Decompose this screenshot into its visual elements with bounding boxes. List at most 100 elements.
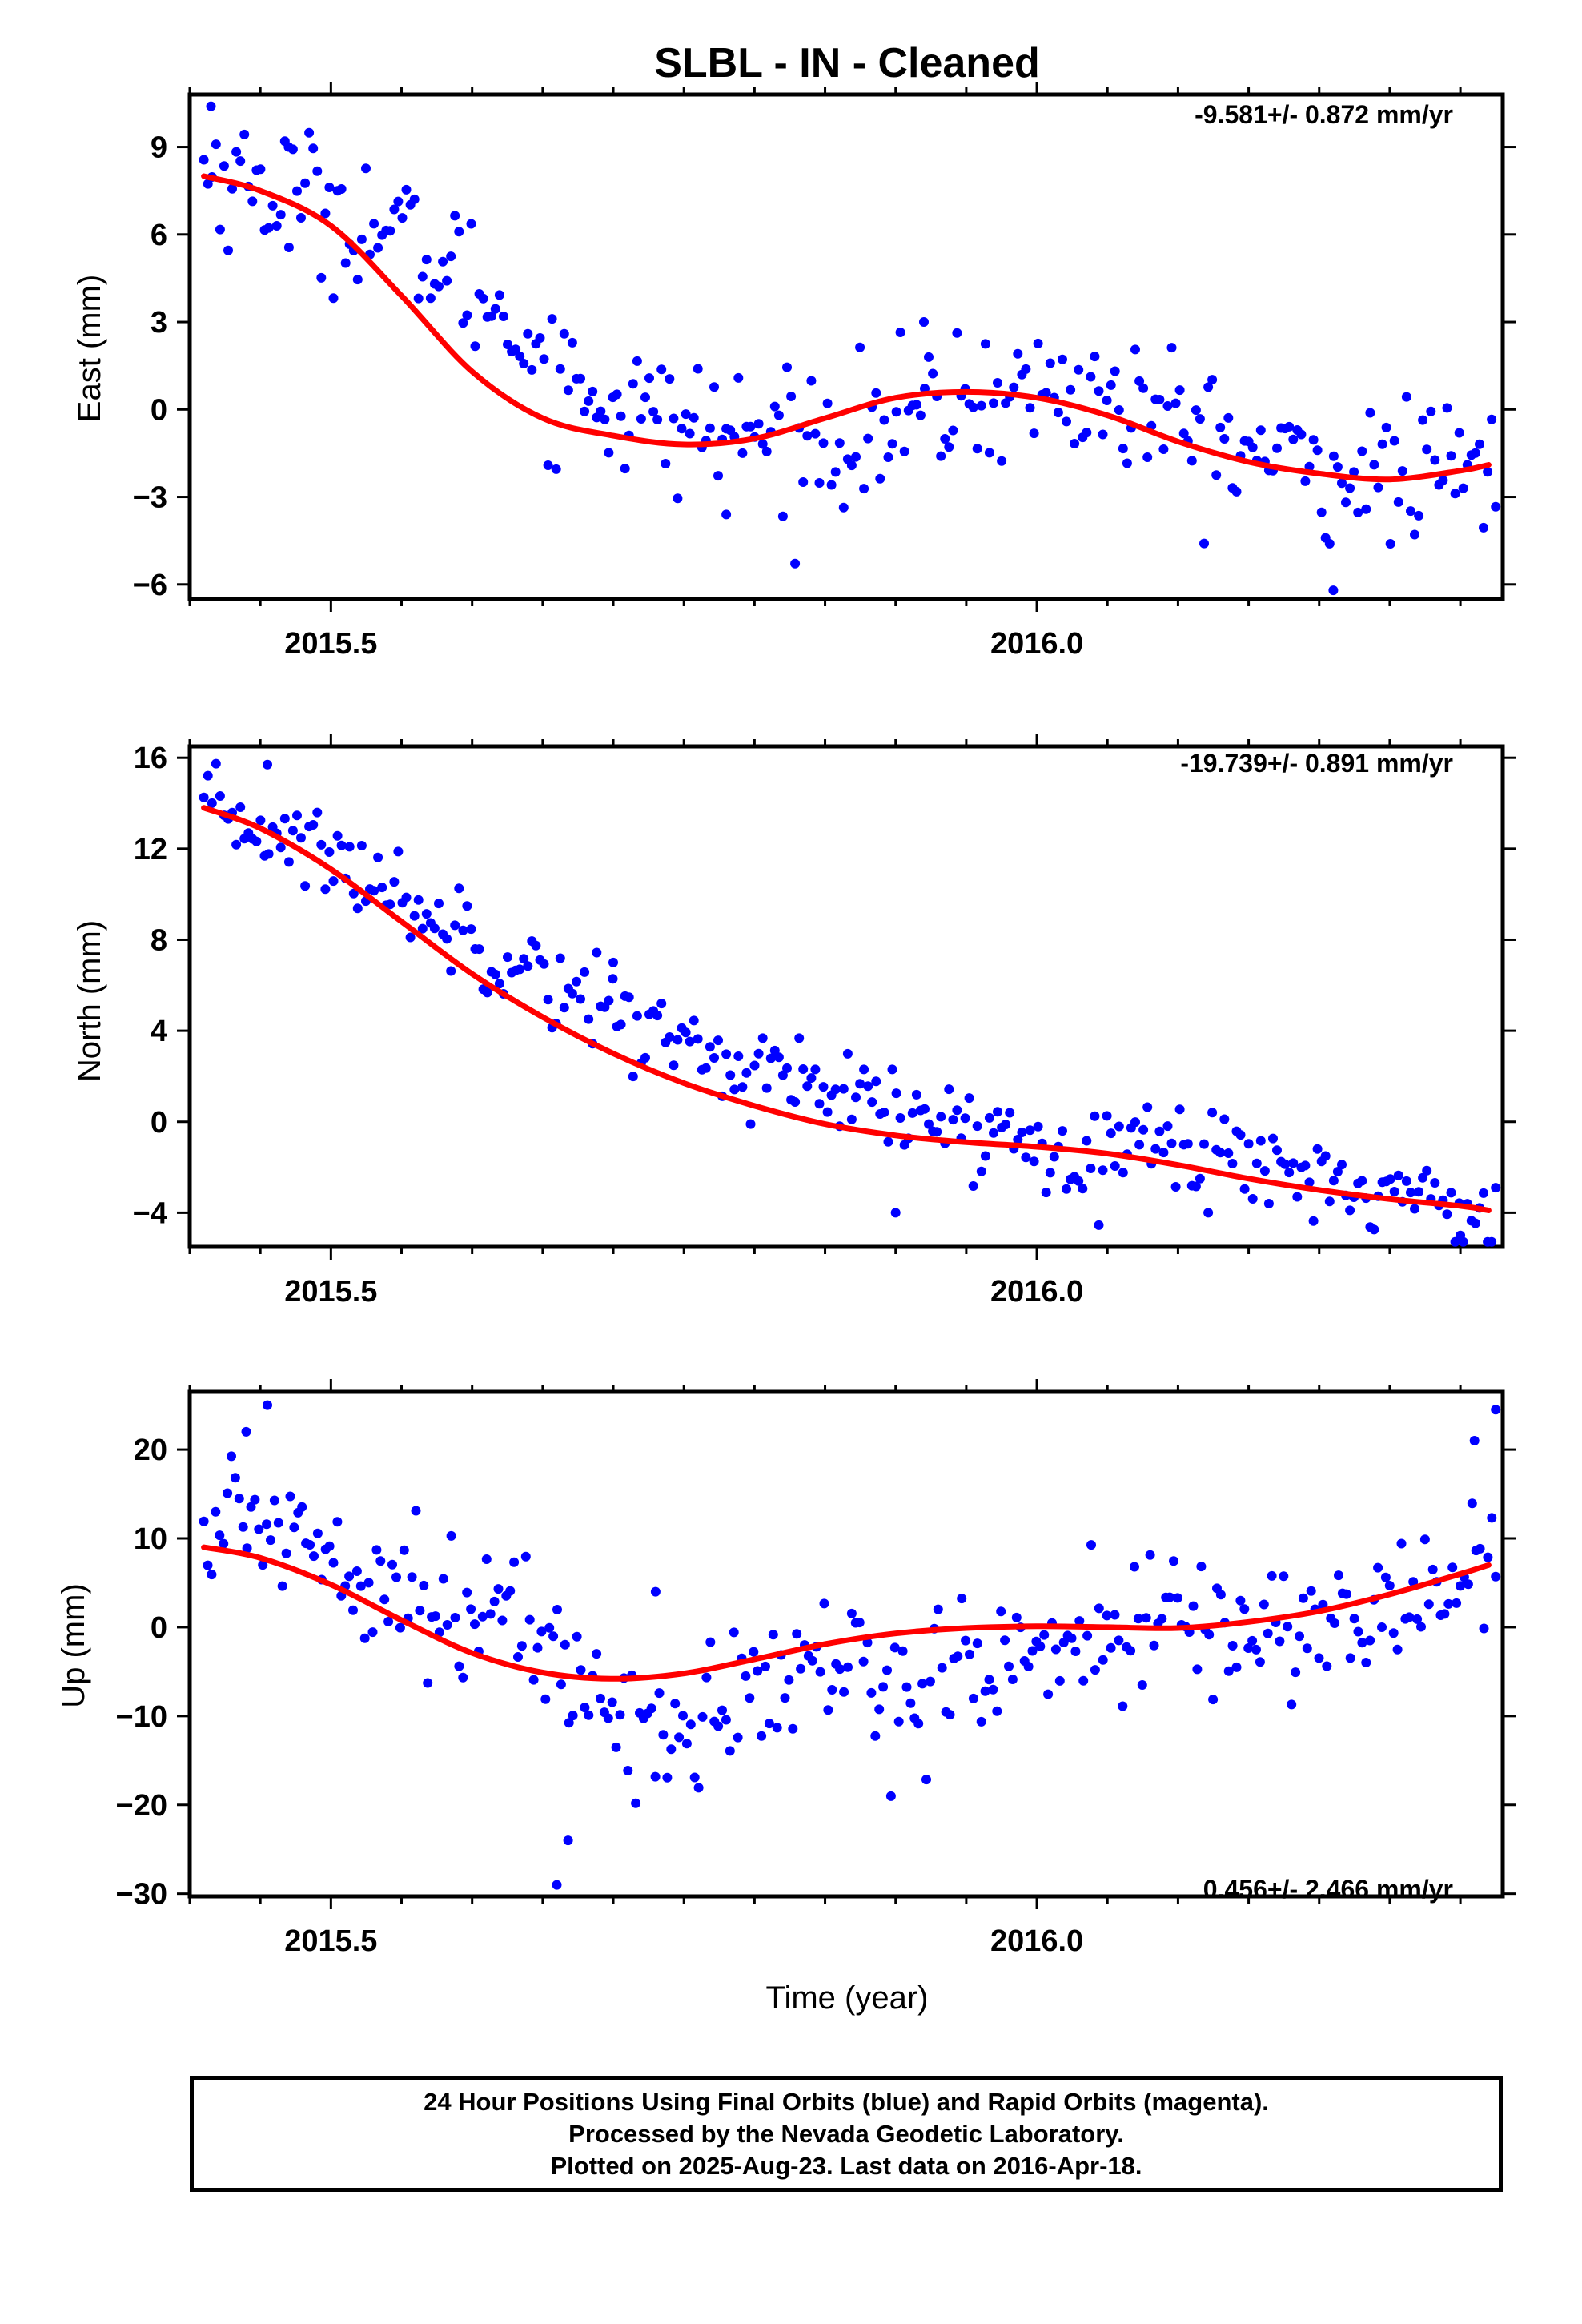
east-data-point <box>665 374 675 384</box>
east-data-point <box>1219 434 1230 444</box>
up-data-point <box>1373 1562 1383 1573</box>
up-data-point <box>984 1675 994 1685</box>
up-data-point <box>658 1730 669 1740</box>
up-data-point <box>383 1617 394 1626</box>
east-data-point <box>1114 405 1124 415</box>
north-data-point <box>1357 1176 1367 1186</box>
up-data-point <box>992 1706 1002 1716</box>
north-data-point <box>316 839 327 850</box>
east-data-point <box>267 200 278 211</box>
east-data-point <box>924 352 934 362</box>
east-data-point <box>1397 466 1407 476</box>
up-data-point <box>913 1719 924 1729</box>
north-data-point <box>1098 1165 1108 1176</box>
up-data-point <box>242 1543 252 1554</box>
up-data-point <box>689 1772 700 1783</box>
east-data-point <box>790 558 801 569</box>
east-data-point <box>292 186 302 196</box>
up-data-point <box>1145 1550 1155 1560</box>
north-data-point <box>725 1070 736 1080</box>
north-data-point <box>559 1003 569 1013</box>
north-data-point <box>895 1113 905 1123</box>
up-data-point <box>764 1719 774 1729</box>
up-data-point <box>1439 1609 1450 1619</box>
east-data-point <box>1470 448 1480 458</box>
north-data-point <box>616 1019 626 1030</box>
up-data-point <box>1196 1562 1207 1572</box>
up-data-point <box>391 1572 401 1582</box>
up-data-point <box>819 1598 829 1609</box>
up-data-point <box>576 1665 586 1675</box>
east-data-point <box>1341 497 1351 508</box>
east-data-point <box>940 434 950 444</box>
north-data-point <box>1102 1111 1112 1121</box>
north-data-point <box>555 953 565 963</box>
up-data-point <box>211 1506 221 1517</box>
up-data-point <box>324 1541 335 1551</box>
up-data-point <box>925 1676 935 1687</box>
north-data-point <box>944 1084 954 1095</box>
up-data-point <box>768 1630 778 1640</box>
north-data-point <box>777 1070 788 1080</box>
up-data-point <box>1330 1618 1340 1628</box>
east-data-point <box>1110 366 1120 376</box>
north-data-point <box>393 846 404 857</box>
north-data-point <box>729 1084 740 1095</box>
up-data-point <box>846 1608 857 1618</box>
up-data-point <box>407 1572 417 1582</box>
north-data-point <box>1308 1216 1319 1226</box>
up-data-point <box>788 1723 798 1734</box>
up-data-point <box>1204 1630 1215 1640</box>
north-data-point <box>1106 1128 1116 1139</box>
north-data-point <box>810 1064 821 1075</box>
east-data-point <box>648 407 659 417</box>
east-data-point <box>462 310 472 320</box>
east-data-point <box>434 281 444 292</box>
east-data-point <box>263 223 274 233</box>
east-data-point <box>486 311 496 321</box>
east-data-point <box>1438 475 1448 485</box>
north-data-point <box>685 1036 695 1047</box>
y-axis-label-up: Up (mm) <box>56 1583 91 1708</box>
north-data-point <box>442 934 452 944</box>
north-data-point <box>1401 1176 1411 1186</box>
footer-line-3: Plotted on 2025-Aug-23. Last data on 201… <box>550 2151 1142 2180</box>
east-data-point <box>1288 434 1299 444</box>
up-data-point <box>1157 1614 1167 1624</box>
up-data-point <box>312 1528 323 1538</box>
east-data-point <box>1454 428 1464 438</box>
north-data-point <box>920 1104 930 1114</box>
north-data-point <box>794 1033 805 1043</box>
up-data-point <box>1416 1622 1426 1632</box>
up-data-point <box>889 1642 900 1653</box>
up-data-point <box>1066 1633 1077 1643</box>
east-data-point <box>490 304 500 314</box>
up-data-point <box>1318 1599 1328 1610</box>
up-data-point <box>1106 1642 1116 1653</box>
east-data-point <box>498 312 508 321</box>
north-data-point <box>1199 1139 1209 1149</box>
east-data-point <box>1074 364 1084 375</box>
up-data-point <box>241 1426 251 1437</box>
east-data-point <box>215 224 225 235</box>
footer-box: 24 Hour Positions Using Final Orbits (bl… <box>190 2076 1503 2192</box>
north-data-point <box>1058 1126 1067 1136</box>
east-data-point <box>1158 444 1169 454</box>
up-data-point <box>681 1739 692 1749</box>
north-data-point <box>592 947 602 958</box>
east-data-point <box>984 448 994 458</box>
up-plot-frame <box>187 1389 1505 1899</box>
north-data-point <box>1215 1148 1226 1158</box>
north-data-point <box>952 1105 962 1116</box>
north-data-point <box>1158 1148 1169 1158</box>
east-data-point <box>1458 483 1468 493</box>
north-data-point <box>1203 1208 1214 1218</box>
up-y-tick-label: −20 <box>116 1789 167 1823</box>
east-data-point <box>786 392 797 401</box>
north-data-point <box>429 923 440 934</box>
north-data-point <box>1174 1104 1185 1115</box>
east-data-point <box>1393 497 1403 507</box>
up-data-point <box>705 1637 716 1647</box>
up-data-point <box>289 1522 299 1533</box>
